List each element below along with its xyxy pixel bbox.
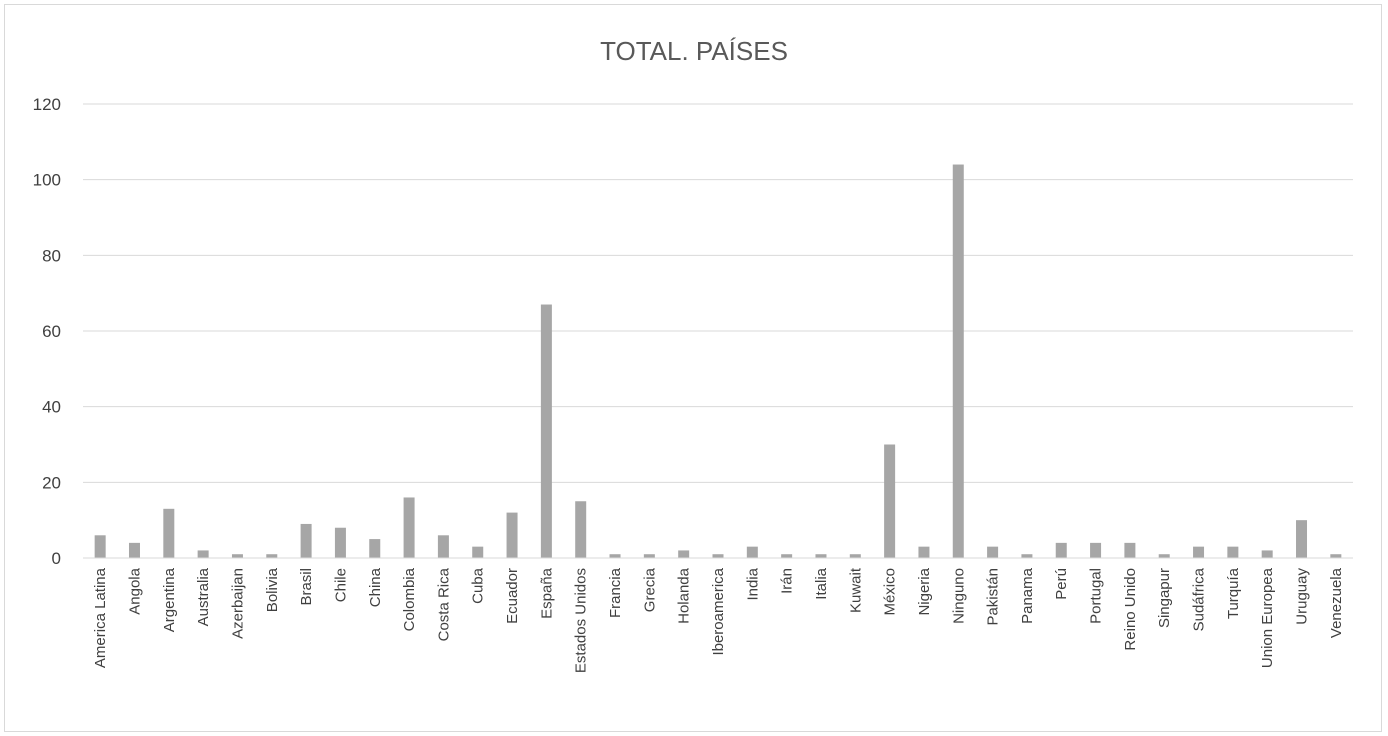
bar [1021,554,1033,558]
chart-title: TOTAL. PAÍSES [600,36,788,66]
y-tick-label: 40 [42,398,61,417]
x-tick-label: Singapur [1156,568,1173,628]
chart-frame [4,4,1382,732]
y-tick-label: 120 [33,95,61,114]
bar [472,546,484,558]
bar [712,554,724,558]
x-tick-label: America Latina [92,567,109,668]
x-tick-label: Australia [195,567,212,626]
x-tick-label: Brasil [298,568,315,606]
bar [128,542,140,558]
x-tick-label: Venezuela [1328,567,1345,638]
x-tick-label: Francia [607,567,624,618]
bar [197,550,209,558]
bar [403,497,415,558]
bar [1330,554,1342,558]
bar [575,501,587,558]
y-tick-label: 20 [42,473,61,492]
x-tick-label: Nigeria [916,567,933,615]
bar [918,546,930,558]
bar [94,535,106,558]
bar [884,444,896,558]
bar [163,508,175,558]
gridlines [83,103,1353,483]
bar [1296,520,1308,558]
bar [506,512,518,558]
x-tick-label: Portugal [1088,568,1105,624]
x-tick-label: Azerbaijan [229,568,246,639]
x-tick-label: Pakistán [985,568,1002,626]
bar [1227,546,1239,558]
x-tick-label: Ecuador [504,568,521,624]
x-tick-label: Panama [1019,567,1036,624]
x-tick-label: Perú [1053,568,1070,600]
x-tick-label: Reino Unido [1122,568,1139,651]
y-axis-ticks: 0 20 40 60 80 100 120 [33,95,61,568]
x-tick-label: Grecia [641,567,658,612]
bar [746,546,758,558]
x-tick-label: Turquía [1225,567,1242,619]
x-tick-label: Irán [779,568,796,594]
x-tick-label: Iberoamerica [710,567,727,655]
bar [849,554,861,558]
x-tick-label: Colombia [401,567,418,631]
bar [231,554,243,558]
bar [1158,554,1170,558]
x-tick-label: China [367,567,384,607]
bar [369,539,381,558]
bars [94,164,1342,559]
x-tick-label: Union Europea [1259,567,1276,668]
bar [1124,542,1136,558]
bar [643,554,655,558]
y-tick-label: 60 [42,322,61,341]
bar [300,523,312,558]
x-tick-label: Bolivia [264,567,281,612]
y-tick-label: 100 [33,171,61,190]
x-tick-label: España [538,567,555,619]
x-tick-label: Estados Unidos [573,568,590,673]
x-tick-label: México [882,568,899,616]
bar [266,554,278,558]
bar [540,304,552,558]
bar [781,554,793,558]
x-axis-labels: America Latina Angola Argentina Australia Az… [92,567,1345,673]
bar [609,554,621,558]
bar [1055,542,1067,558]
y-tick-label: 0 [52,549,61,568]
x-tick-label: Kuwait [847,567,864,613]
x-tick-label: Italia [813,567,830,599]
x-tick-label: Sudáfrica [1191,567,1208,631]
x-tick-label: Argentina [161,567,178,632]
bar [334,527,346,558]
y-tick-label: 80 [42,246,61,265]
bar [952,164,964,559]
bar [815,554,827,558]
x-tick-label: India [744,567,761,600]
bar [1193,546,1205,558]
bar [1261,550,1273,558]
x-tick-label: Cuba [470,567,487,604]
bar [678,550,690,558]
bar [437,535,449,558]
x-tick-label: Holanda [676,567,693,624]
x-tick-label: Costa Rica [435,567,452,641]
x-tick-label: Chile [332,568,349,602]
bar [1090,542,1102,558]
bar [987,546,999,558]
x-tick-label: Uruguay [1294,568,1311,625]
x-tick-label: Ninguno [950,568,967,624]
x-tick-label: Angola [126,567,143,614]
